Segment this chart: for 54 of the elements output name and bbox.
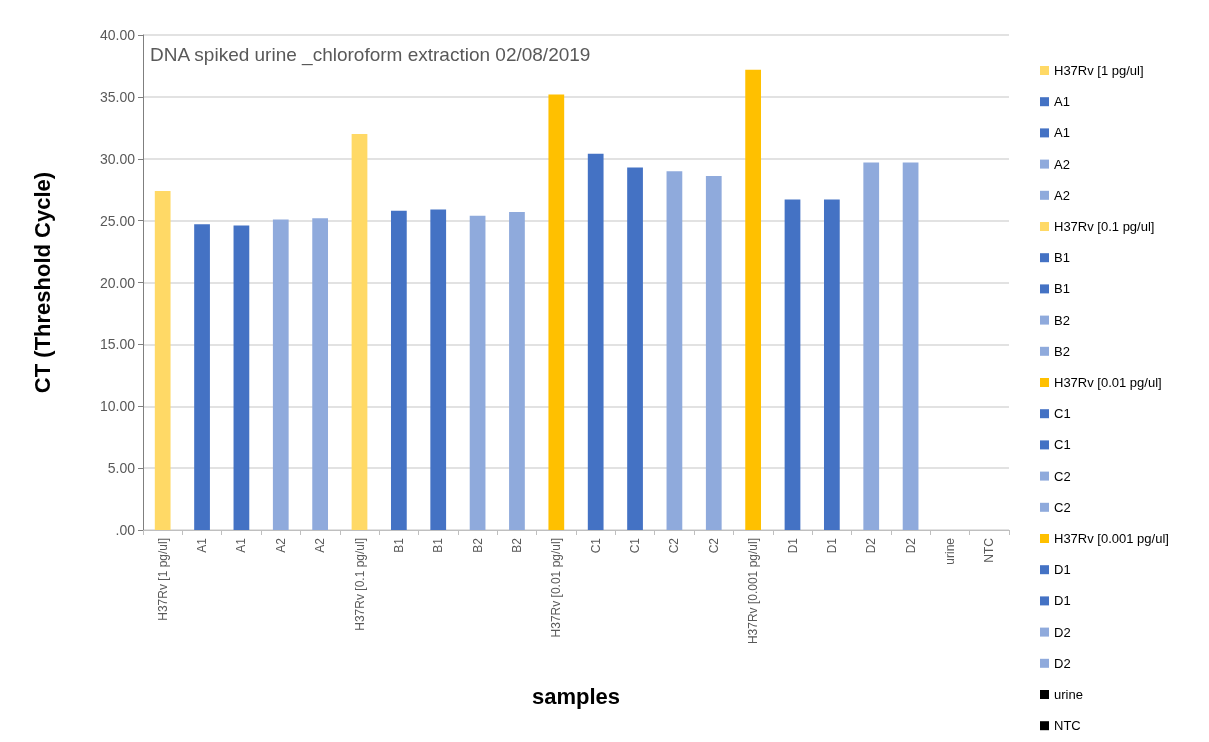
legend-label: H37Rv [1 pg/ul]: [1054, 63, 1144, 78]
legend-label: C1: [1054, 437, 1071, 453]
legend-label: B2: [1054, 312, 1070, 328]
legend-label: D1: [1054, 593, 1071, 609]
y-tick-label: 15.00: [99, 336, 136, 353]
y-tick-label: 25.00: [99, 212, 136, 229]
y-tick-label: .00: [115, 522, 136, 538]
legend-label: urine: [1054, 687, 1083, 702]
x-tick-label: B1: [431, 537, 446, 553]
legend-label: H37Rv [0.01 pg/ul]: [1054, 375, 1162, 390]
x-tick-label: C2: [667, 537, 682, 554]
x-tick-label: A1: [195, 537, 210, 553]
x-tick-label: B1: [391, 537, 406, 553]
y-tick-label: 20.00: [99, 274, 136, 291]
legend-label: D1: [1054, 562, 1071, 578]
x-tick-label: NTC: [982, 537, 997, 563]
x-tick-label: H37Rv [0.1 pg/ul]: [352, 538, 367, 631]
y-axis-title: CT (Threshold Cycle): [29, 171, 55, 394]
x-tick-label: D2: [903, 537, 918, 554]
y-tick-label: 30.00: [99, 150, 136, 167]
x-axis-title: samples: [531, 683, 621, 709]
y-tick-label: 35.00: [99, 88, 136, 105]
x-tick-label: B2: [470, 537, 485, 553]
x-tick-label: A1: [234, 537, 249, 553]
legend-label: B1: [1054, 281, 1070, 297]
y-tick-label: 40.00: [99, 27, 136, 43]
legend-label: C2: [1054, 468, 1071, 484]
x-tick-label: urine: [942, 537, 957, 565]
x-tick-label: A2: [273, 537, 288, 553]
x-tick-label: H37Rv [0.001 pg/ul]: [746, 538, 761, 645]
x-tick-label: C1: [588, 537, 603, 554]
y-tick-label: 10.00: [99, 398, 136, 415]
x-tick-label: D2: [864, 537, 879, 554]
legend-label: H37Rv [0.1 pg/ul]: [1054, 219, 1155, 234]
legend-label: A2: [1054, 187, 1070, 203]
legend-label: A2: [1054, 156, 1070, 172]
legend-label: B2: [1054, 343, 1070, 359]
x-tick-label: D1: [785, 537, 800, 554]
x-tick-label: H37Rv [1 pg/ul]: [155, 538, 170, 621]
legend-label: D2: [1054, 655, 1071, 671]
x-tick-label: H37Rv [0.01 pg/ul]: [549, 538, 564, 638]
legend-label: C1: [1054, 406, 1071, 422]
legend-label: B1: [1054, 250, 1070, 266]
x-tick-label: D1: [824, 537, 839, 554]
y-tick-label: 5.00: [107, 460, 136, 477]
x-tick-label: C2: [706, 537, 721, 554]
x-tick-label: A2: [313, 537, 328, 553]
legend-label: C2: [1054, 499, 1071, 515]
legend-label: A1: [1054, 125, 1070, 141]
text: DNA spiked urine _chloroform extraction 02/08/2019: [150, 44, 591, 66]
x-tick-label: B2: [509, 537, 524, 553]
x-tick-label: C1: [628, 537, 643, 554]
legend-label: A1: [1054, 94, 1070, 110]
legend-label: NTC: [1054, 718, 1081, 734]
